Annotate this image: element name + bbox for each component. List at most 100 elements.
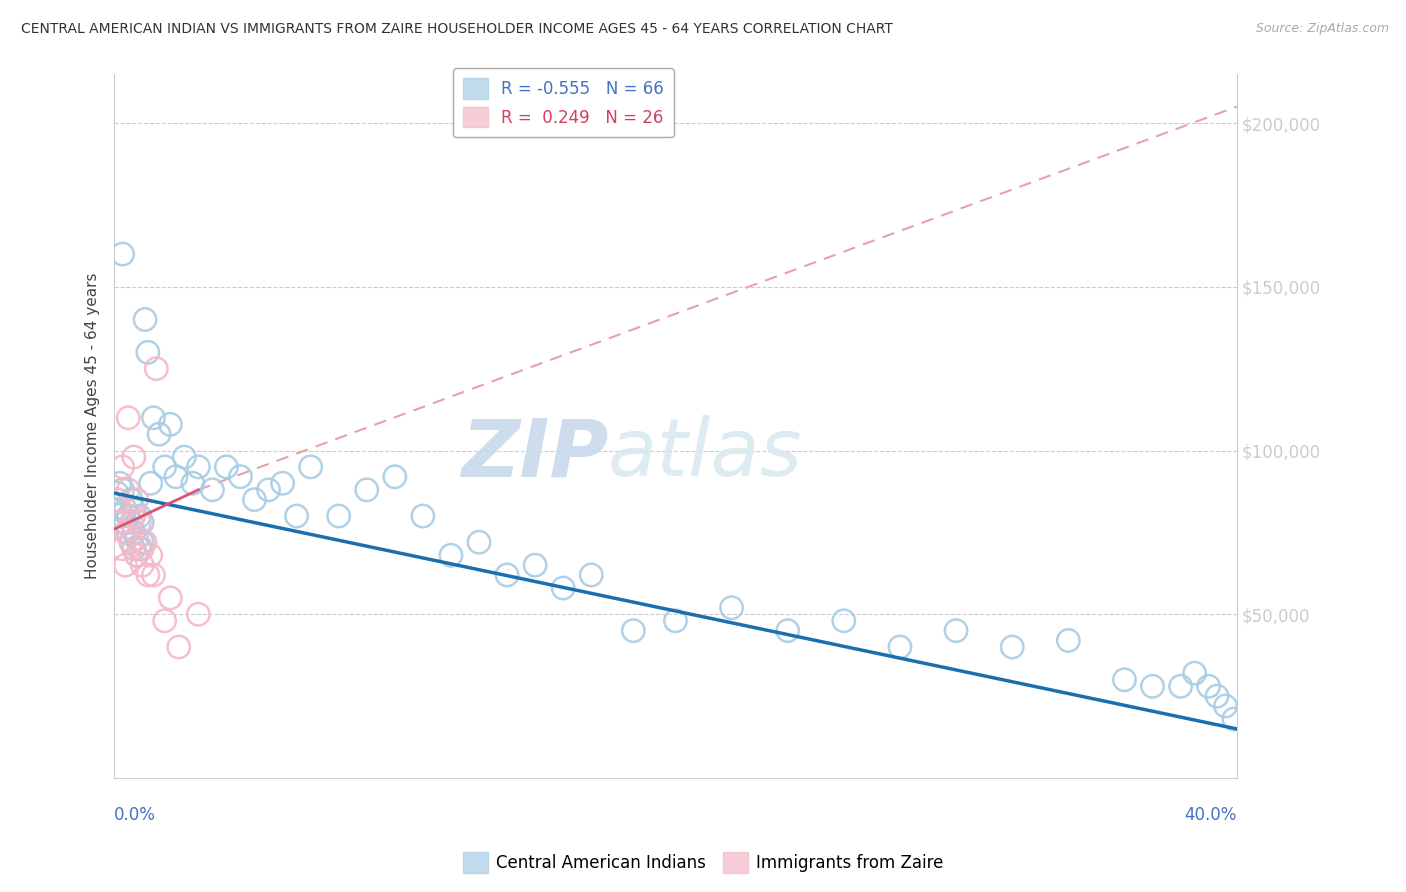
- Point: [125, 549, 148, 563]
- Legend: R = -0.555   N = 66, R =  0.249   N = 26: R = -0.555 N = 66, R = 0.249 N = 26: [453, 68, 673, 137]
- Point: [1215, 698, 1237, 713]
- Point: [215, 459, 238, 474]
- Text: CENTRAL AMERICAN INDIAN VS IMMIGRANTS FROM ZAIRE HOUSEHOLDER INCOME AGES 45 - 64: CENTRAL AMERICAN INDIAN VS IMMIGRANTS FR…: [21, 22, 893, 37]
- Point: [139, 549, 162, 563]
- Point: [165, 469, 187, 483]
- Point: [145, 361, 167, 376]
- Point: [111, 541, 134, 556]
- Point: [271, 476, 294, 491]
- Point: [117, 509, 139, 524]
- Text: 0.0%: 0.0%: [114, 806, 156, 824]
- Point: [117, 525, 139, 540]
- Point: [142, 410, 165, 425]
- Point: [117, 483, 139, 497]
- Point: [181, 476, 204, 491]
- Point: [299, 459, 322, 474]
- Point: [114, 525, 136, 540]
- Point: [187, 607, 209, 622]
- Point: [1001, 640, 1024, 654]
- Point: [285, 509, 308, 524]
- Point: [384, 469, 406, 483]
- Point: [412, 509, 434, 524]
- Text: atlas: atlas: [609, 415, 803, 493]
- Point: [173, 450, 195, 464]
- Point: [142, 568, 165, 582]
- Text: ZIP: ZIP: [461, 415, 609, 493]
- Point: [139, 476, 162, 491]
- Point: [108, 476, 131, 491]
- Point: [122, 450, 145, 464]
- Point: [120, 516, 142, 530]
- Point: [111, 483, 134, 497]
- Point: [153, 614, 176, 628]
- Point: [134, 535, 156, 549]
- Point: [153, 459, 176, 474]
- Point: [125, 532, 148, 546]
- Point: [105, 492, 128, 507]
- Point: [1057, 633, 1080, 648]
- Point: [148, 427, 170, 442]
- Point: [125, 492, 148, 507]
- Point: [120, 535, 142, 549]
- Point: [120, 535, 142, 549]
- Point: [664, 614, 686, 628]
- Point: [229, 469, 252, 483]
- Point: [356, 483, 378, 497]
- Point: [122, 525, 145, 540]
- Point: [120, 492, 142, 507]
- Point: [581, 568, 603, 582]
- Point: [131, 516, 153, 530]
- Point: [111, 459, 134, 474]
- Point: [1206, 689, 1229, 703]
- Point: [159, 591, 181, 605]
- Point: [328, 509, 350, 524]
- Point: [117, 410, 139, 425]
- Point: [621, 624, 644, 638]
- Point: [114, 558, 136, 573]
- Point: [440, 549, 463, 563]
- Point: [131, 535, 153, 549]
- Point: [889, 640, 911, 654]
- Point: [468, 535, 491, 549]
- Point: [257, 483, 280, 497]
- Point: [496, 568, 519, 582]
- Point: [159, 417, 181, 432]
- Point: [108, 516, 131, 530]
- Point: [187, 459, 209, 474]
- Point: [114, 502, 136, 516]
- Point: [945, 624, 967, 638]
- Point: [131, 558, 153, 573]
- Point: [134, 312, 156, 326]
- Point: [122, 502, 145, 516]
- Point: [776, 624, 799, 638]
- Point: [243, 492, 266, 507]
- Point: [114, 516, 136, 530]
- Point: [1184, 666, 1206, 681]
- Point: [553, 581, 575, 595]
- Point: [111, 247, 134, 261]
- Point: [1170, 679, 1192, 693]
- Point: [105, 486, 128, 500]
- Legend: Central American Indians, Immigrants from Zaire: Central American Indians, Immigrants fro…: [456, 846, 950, 880]
- Point: [136, 345, 159, 359]
- Point: [201, 483, 224, 497]
- Point: [128, 509, 150, 524]
- Point: [131, 541, 153, 556]
- Point: [128, 541, 150, 556]
- Point: [1198, 679, 1220, 693]
- Point: [524, 558, 547, 573]
- Point: [122, 541, 145, 556]
- Point: [167, 640, 190, 654]
- Point: [128, 516, 150, 530]
- Point: [125, 549, 148, 563]
- Point: [108, 502, 131, 516]
- Text: 40.0%: 40.0%: [1184, 806, 1237, 824]
- Point: [1223, 712, 1246, 726]
- Y-axis label: Householder Income Ages 45 - 64 years: Householder Income Ages 45 - 64 years: [86, 273, 100, 579]
- Point: [832, 614, 855, 628]
- Point: [136, 568, 159, 582]
- Point: [1142, 679, 1164, 693]
- Point: [1114, 673, 1136, 687]
- Point: [122, 509, 145, 524]
- Point: [720, 600, 742, 615]
